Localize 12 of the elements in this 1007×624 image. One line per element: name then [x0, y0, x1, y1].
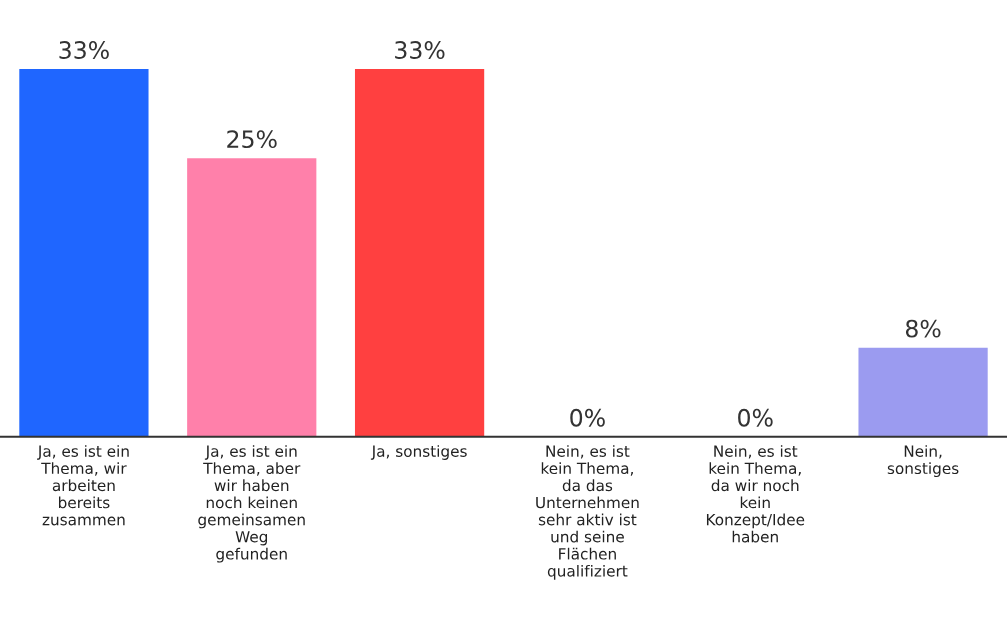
data-label: 0%	[738, 408, 773, 427]
x-tick-label: Nein, sonstiges	[887, 445, 959, 478]
data-label: 0%	[570, 408, 605, 427]
x-tick-label: Ja, es ist ein Thema, aber wir haben noch keinen gemeinsamen Weg gefunden	[198, 445, 305, 563]
x-tick-label: Nein, es ist kein Thema, da das Unternehmen sehr aktiv ist und seine Flächen qualifiziert	[536, 445, 639, 580]
data-label: 33%	[395, 41, 445, 59]
x-tick-label: Ja, sonstiges	[370, 445, 467, 460]
data-label: 33%	[59, 41, 109, 59]
data-label: 8%	[905, 319, 941, 338]
x-tick-label: Nein, es ist kein Thema, da wir noch kein Konzept/Idee haben	[706, 445, 805, 543]
x-tick-label: Ja, es ist ein Thema, wir arbeiten bereits zusammen	[37, 445, 129, 526]
data-label: 25%	[227, 130, 277, 149]
